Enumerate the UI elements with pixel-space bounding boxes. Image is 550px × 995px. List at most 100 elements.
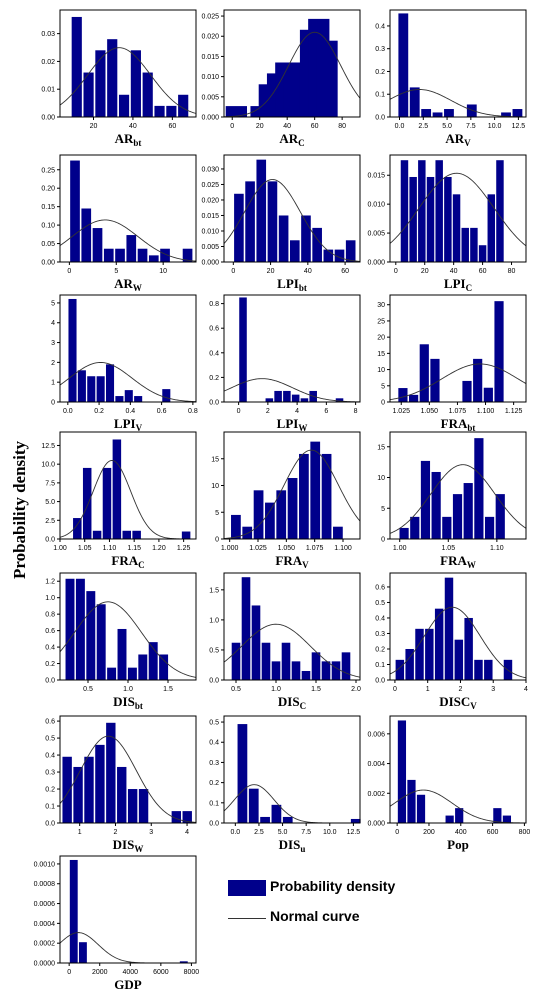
histogram-bar xyxy=(107,39,118,117)
y-tick-label: 0.4 xyxy=(375,23,385,30)
histogram-bar xyxy=(444,109,454,117)
histogram-bar xyxy=(409,176,417,262)
histogram-bar xyxy=(321,453,332,539)
histogram-panel-16: 1 2 3 4 0.0 0.1 0.2 0.3 0.4 0.5 0.6 DISW xyxy=(45,715,197,854)
y-tick-label: 0.4 xyxy=(45,753,55,760)
histogram-bar xyxy=(454,639,464,680)
histogram-bar xyxy=(512,109,523,117)
histogram-bar xyxy=(117,766,127,823)
y-tick-label: 1.2 xyxy=(45,579,55,586)
x-tick-label: 0.4 xyxy=(125,408,135,415)
x-tick-label: 0.0 xyxy=(230,829,240,836)
histogram-bar xyxy=(474,659,483,680)
plot-frame xyxy=(389,9,527,118)
x-tick-label: 20 xyxy=(267,268,275,275)
y-tick-label: 0.5 xyxy=(209,647,219,654)
histogram-bar xyxy=(316,40,338,117)
y-tick-label: 0.6 xyxy=(209,326,219,333)
histogram-bar xyxy=(426,176,435,262)
y-tick-label: 0.0002 xyxy=(34,941,56,948)
x-tick-label: 10 xyxy=(159,268,167,275)
histogram-bar xyxy=(331,661,341,680)
histogram-panel-14: 0.5 1.0 1.5 2.0 0.0 0.5 1.0 1.5 DISC xyxy=(209,572,361,711)
y-tick-label: 0.2 xyxy=(375,646,385,653)
y-tick-label: 0.010 xyxy=(201,228,219,235)
histogram-bar xyxy=(409,394,419,402)
y-tick-label: 0.005 xyxy=(367,231,385,238)
histogram-bar xyxy=(333,526,343,539)
x-axis-label: DISCV xyxy=(439,694,477,711)
histogram-bar xyxy=(287,478,298,539)
histogram-bar xyxy=(334,249,345,262)
legend-bar-label: Probability density xyxy=(270,878,396,894)
histogram-bar xyxy=(282,816,293,823)
histogram-bar xyxy=(271,804,282,823)
histogram-bar xyxy=(132,530,141,539)
x-tick-label: 0.2 xyxy=(94,408,104,415)
plot-frame xyxy=(389,154,527,263)
x-tick-label: 80 xyxy=(508,268,516,275)
normal-curve xyxy=(223,179,361,262)
histogram-bar xyxy=(231,642,241,680)
histogram-bar xyxy=(105,364,115,402)
x-tick-label: 1.05 xyxy=(441,545,455,552)
x-tick-label: 1.050 xyxy=(421,408,439,415)
histogram-bar xyxy=(494,301,504,402)
normal-curve xyxy=(389,464,527,534)
normal-curve xyxy=(389,789,527,824)
histogram-bar xyxy=(117,628,127,680)
histogram-bar xyxy=(82,467,92,539)
x-tick-label: 6000 xyxy=(153,969,169,976)
histogram-bar xyxy=(442,516,452,539)
y-tick-label: 0.005 xyxy=(201,244,219,251)
histogram-bar xyxy=(405,648,414,680)
histogram-bar xyxy=(452,194,461,262)
y-tick-label: 0.4 xyxy=(209,740,219,747)
x-axis-label: DISW xyxy=(113,837,144,854)
plot-frame xyxy=(389,431,527,540)
histogram-bar xyxy=(237,724,248,823)
histogram-bar xyxy=(127,789,138,823)
histogram-bar xyxy=(399,527,409,539)
plot-frame xyxy=(223,9,361,118)
y-tick-label: 0.3 xyxy=(375,46,385,53)
x-tick-label: 1 xyxy=(78,829,82,836)
histogram-bar xyxy=(478,245,487,262)
y-tick-label: 0.2 xyxy=(45,661,55,668)
plot-frame xyxy=(59,294,197,403)
histogram-panel-19: 0 2000 4000 6000 8000 0.0000 0.0002 0.0004 0.000… xyxy=(34,855,199,992)
histogram-bar xyxy=(260,816,270,823)
histogram-bar xyxy=(69,859,78,963)
histogram-bar xyxy=(77,370,86,402)
x-tick-label: 1.25 xyxy=(177,545,191,552)
y-tick-label: 0.10 xyxy=(41,223,55,230)
histogram-bar xyxy=(265,502,275,539)
histogram-bar xyxy=(134,396,143,402)
x-axis-label: LPIbt xyxy=(277,276,307,293)
x-tick-label: 4 xyxy=(295,408,299,415)
x-axis-label: FRAbt xyxy=(441,416,476,433)
histogram-bar xyxy=(96,376,105,402)
x-axis-label: ARW xyxy=(114,276,142,293)
y-tick-label: 0.00 xyxy=(41,260,55,267)
histogram-bar xyxy=(407,779,416,823)
histogram-bar xyxy=(495,494,505,539)
x-axis-label: FRAV xyxy=(275,553,309,570)
x-tick-label: 400 xyxy=(455,829,467,836)
histogram-bar xyxy=(81,208,92,262)
histogram-bar xyxy=(142,72,153,117)
normal-curve xyxy=(59,362,197,403)
histogram-bar xyxy=(311,652,321,680)
histogram-bar xyxy=(96,604,106,680)
y-tick-label: 10 xyxy=(377,367,385,374)
y-tick-label: 4 xyxy=(51,320,55,327)
histogram-bar xyxy=(487,194,496,262)
x-axis-label: LPIC xyxy=(444,276,472,293)
normal-curve xyxy=(59,47,197,114)
y-tick-label: 0.020 xyxy=(201,34,219,41)
histogram-bar xyxy=(301,215,311,262)
histogram-bar xyxy=(416,794,426,823)
histogram-panel-12: 1.00 1.05 1.10 0 5 10 15 FRAW xyxy=(377,431,527,570)
histogram-panel-11: 1.000 1.025 1.050 1.075 1.100 0 5 10 15 FRAV xyxy=(211,431,361,570)
x-axis-label: DISu xyxy=(279,837,306,854)
